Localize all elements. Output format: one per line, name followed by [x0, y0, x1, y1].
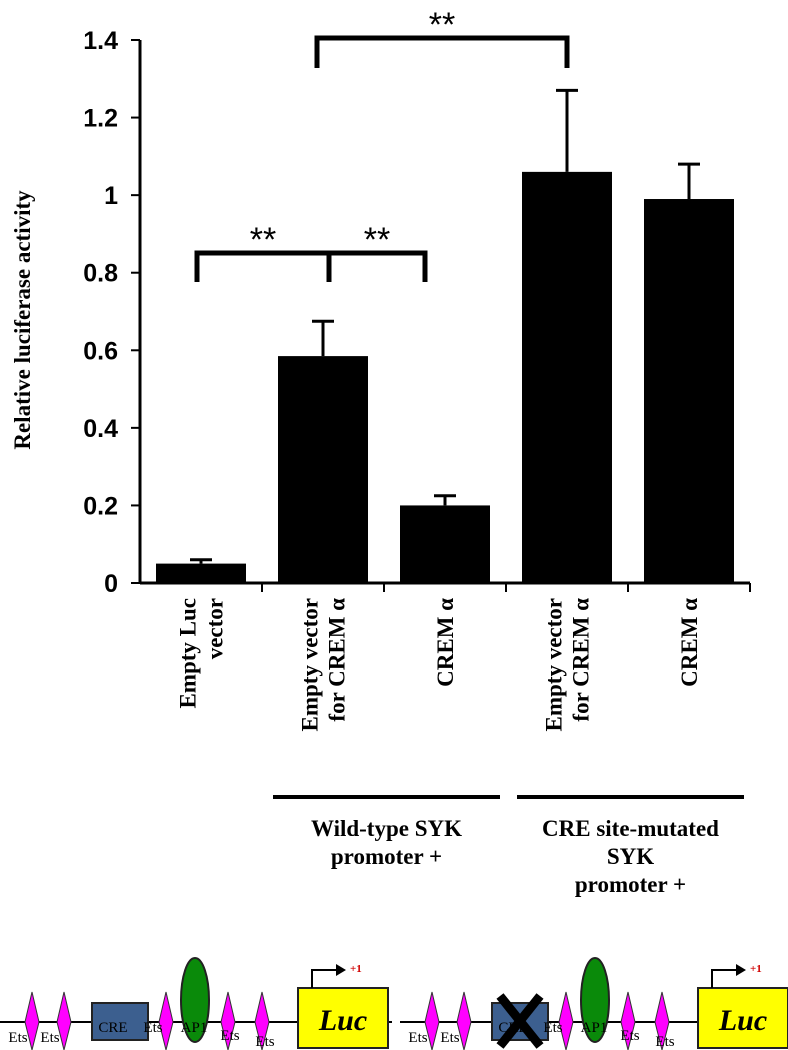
site-label: Ets [655, 1034, 674, 1050]
y-tick-label: 0.8 [83, 260, 118, 288]
reporter-box [297, 987, 389, 1049]
error-bar [678, 162, 700, 200]
x-tick-label: for CREM α [569, 598, 594, 722]
site-label: Ets [8, 1030, 27, 1046]
site-label: Ets [620, 1028, 639, 1044]
y-tick-label: 0.6 [83, 337, 118, 365]
group-label: promoter + [331, 844, 442, 869]
bar [156, 563, 246, 583]
reporter-box [697, 987, 788, 1049]
site-label: Ets [220, 1028, 239, 1044]
x-tick-label: CREM α [433, 598, 458, 687]
y-tick-label: 1.2 [83, 105, 118, 133]
ap1-site [180, 957, 210, 1043]
bar [278, 356, 368, 583]
tss-arrowhead [736, 964, 746, 976]
significance-label: ** [364, 221, 390, 259]
ets-site [220, 991, 236, 1050]
site-label: CRE [98, 1020, 127, 1036]
site-label: Ets [408, 1030, 427, 1046]
significance-bracket [326, 250, 428, 282]
ets-site [254, 991, 270, 1050]
ets-site [24, 991, 40, 1050]
ets-site [456, 991, 472, 1050]
y-axis-label: Relative luciferase activity [10, 190, 35, 450]
site-label: Ets [40, 1030, 59, 1046]
tss-label: +1 [750, 963, 762, 975]
ets-site [424, 991, 440, 1050]
x-tick-label: CREM α [677, 598, 702, 687]
y-tick-label: 1 [104, 182, 118, 210]
promoter-diagram: Luc +1 Ets Ets CRE Ets AP1 Ets Ets [0, 957, 392, 1050]
cre-site [91, 1002, 149, 1041]
mutation-cross [496, 993, 544, 1049]
x-tick-label: Empty vector [542, 598, 567, 732]
y-tick-label: 0.2 [83, 492, 118, 520]
tss-arrowhead [336, 964, 346, 976]
ets-site [654, 991, 670, 1050]
tss-arrow [311, 969, 336, 988]
tss-label: +1 [350, 963, 362, 975]
ets-site [56, 991, 72, 1050]
site-label: CRE [498, 1020, 527, 1036]
x-tick-label: for CREM α [325, 598, 350, 722]
site-label: Ets [143, 1020, 162, 1036]
error-bar [434, 494, 456, 506]
x-tick-label: vector [203, 598, 228, 659]
site-label: AP1 [581, 1020, 608, 1036]
error-bar [312, 319, 334, 357]
significance-label: ** [250, 221, 276, 259]
y-tick-label: 0.4 [83, 415, 118, 443]
ets-site [558, 991, 574, 1050]
group-label: CRE site-mutated [542, 816, 719, 841]
x-tick-label: Empty Luc [176, 598, 201, 709]
significance-label: ** [429, 6, 455, 44]
y-tick-label: 1.4 [83, 27, 118, 55]
group-label: Wild-type SYK [311, 816, 462, 841]
error-bar [190, 558, 212, 564]
ets-site [620, 991, 636, 1050]
ets-site [158, 991, 174, 1050]
promoter-diagram: Luc +1 Ets Ets CRE Ets AP1 Ets Ets [400, 957, 788, 1050]
ap1-site [580, 957, 610, 1043]
group-label: promoter + [575, 872, 686, 897]
site-label: Ets [543, 1020, 562, 1036]
tss-arrow [711, 969, 736, 988]
site-label: AP1 [181, 1020, 208, 1036]
significance-bracket [314, 35, 570, 68]
error-bar [556, 88, 578, 172]
site-label: Ets [440, 1030, 459, 1046]
bar [400, 505, 490, 583]
bar [522, 171, 612, 583]
group-label: SYK [607, 844, 654, 869]
reporter-label: Luc [318, 1004, 367, 1037]
bar [644, 199, 734, 583]
y-tick-label: 0 [104, 570, 118, 598]
site-label: Ets [255, 1034, 274, 1050]
x-tick-label: Empty vector [298, 598, 323, 732]
reporter-label: Luc [718, 1004, 767, 1037]
